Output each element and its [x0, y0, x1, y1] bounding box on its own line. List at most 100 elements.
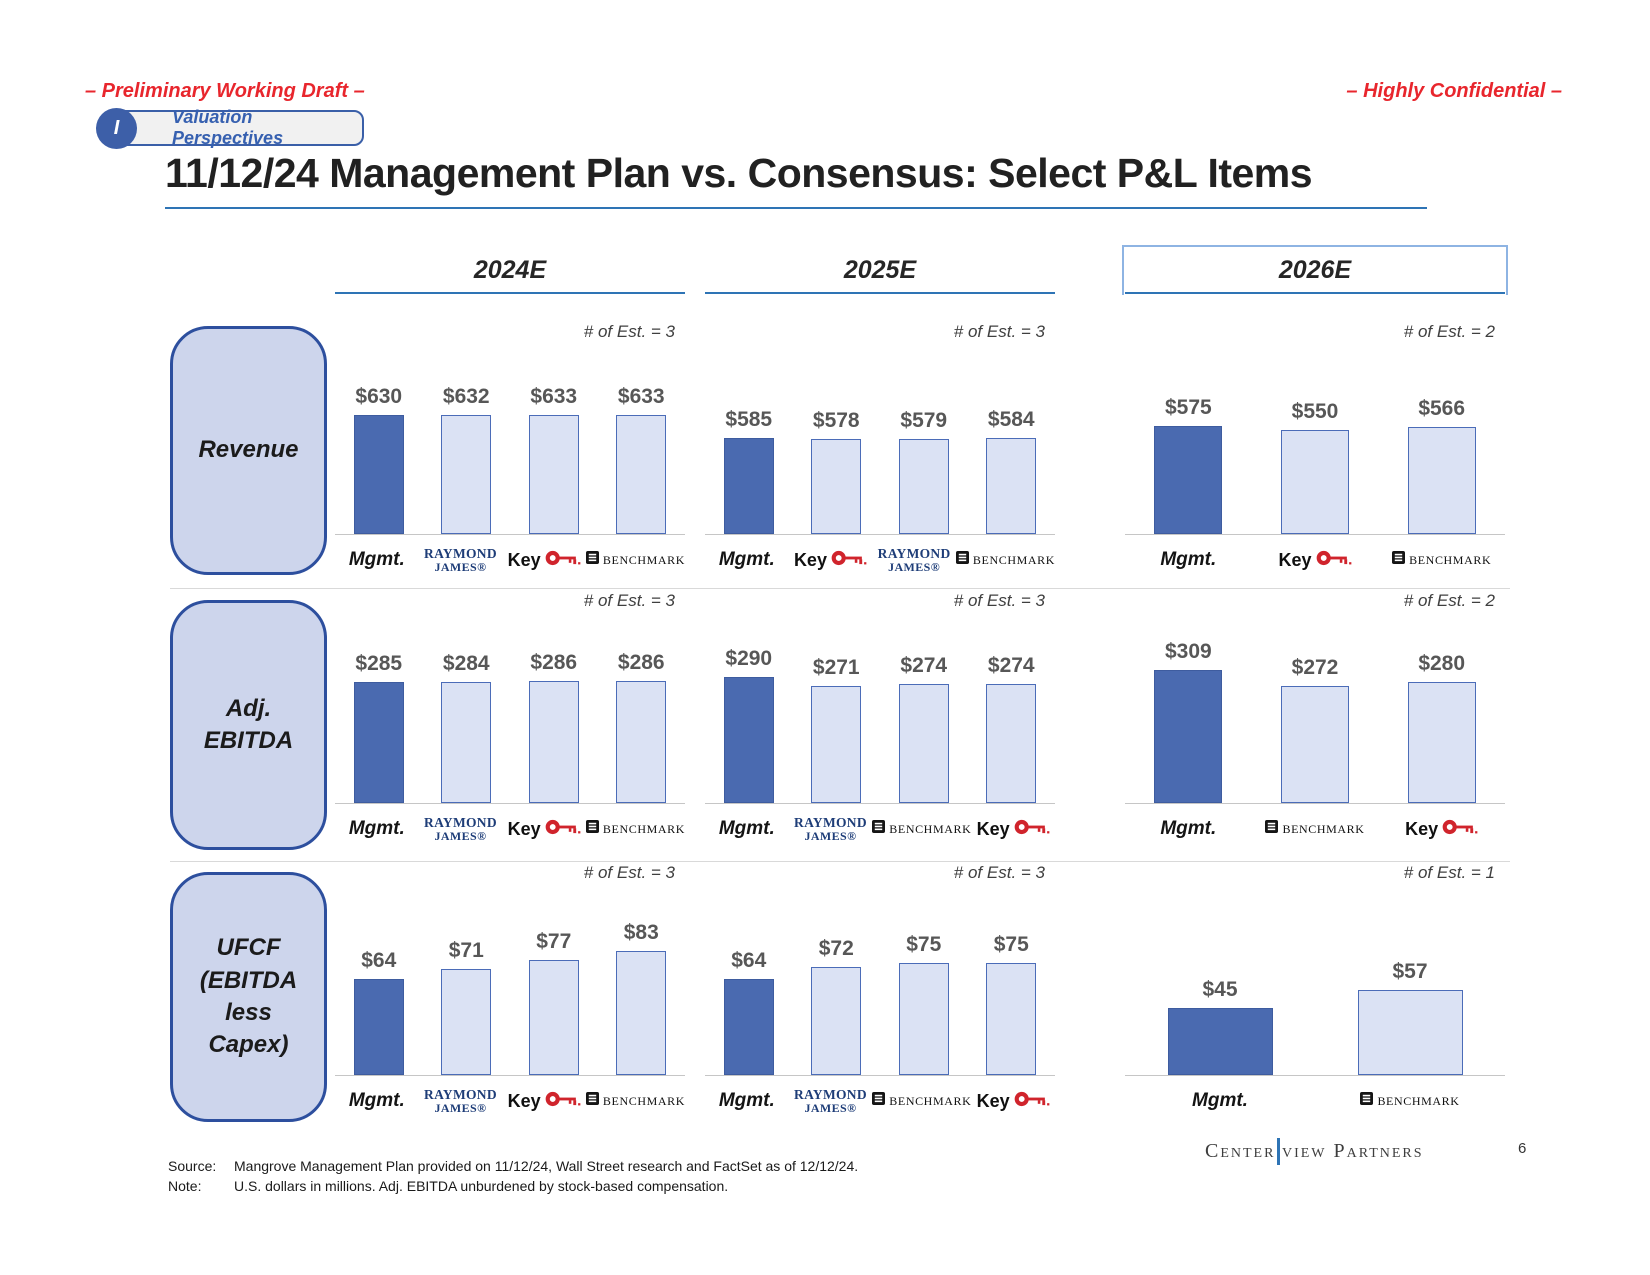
- chart-ufcf-2026e: # of Est. = 1 $45 $57 Mgmt. BENCHMARK: [1125, 863, 1505, 1122]
- bar-value-label: $64: [361, 949, 397, 972]
- bar-plot: $285 $284 $286 $286: [335, 613, 685, 804]
- bar-slot: $274: [968, 613, 1056, 803]
- bar-value-label: $550: [1291, 400, 1339, 423]
- row-divider: [170, 588, 1510, 589]
- chart-ufcf-2025e: # of Est. = 3 $64 $72 $75 $75 Mgmt. RAYMOND JAM…: [705, 863, 1055, 1122]
- bar-group: $280: [1407, 652, 1476, 803]
- benchmark-icon: [1265, 820, 1279, 838]
- bar-group: $633: [616, 385, 667, 534]
- bar-slot: $286: [598, 613, 686, 803]
- estimate-count-note: # of Est. = 2: [1403, 591, 1495, 610]
- bar-value-label: $286: [530, 651, 578, 674]
- mgmt-label: Mgmt.: [718, 1090, 775, 1111]
- section-badge-label: Valuation Perspectives: [172, 107, 284, 148]
- bar-group: $575: [1154, 396, 1223, 534]
- benchmark-icon: [955, 551, 969, 569]
- chart-ebitda-2024e: # of Est. = 3 $285 $284 $286 $286 Mgmt. RAYMON…: [335, 591, 685, 850]
- logo-slot: RAYMOND JAMES®: [419, 1088, 503, 1115]
- logo-slot: Mgmt.: [335, 1090, 419, 1112]
- bar-group: $566: [1407, 397, 1476, 534]
- bar-consensus: [616, 951, 667, 1075]
- bar-value-label: $566: [1418, 397, 1466, 420]
- source-label: Source:: [168, 1158, 217, 1174]
- bar-slot: $633: [510, 344, 598, 534]
- bar-plot: $630 $632 $633 $633: [335, 344, 685, 535]
- bar-slot: $274: [880, 613, 968, 803]
- source-logos-row: Mgmt. Key RAYMOND JAMES® BENCHMARK: [705, 539, 1055, 581]
- column-header-2024e: 2024E: [335, 248, 685, 294]
- bar-consensus: [528, 681, 579, 803]
- section-badge: Valuation Perspectives I: [96, 107, 368, 149]
- bar-consensus: [898, 439, 949, 534]
- metric-label-ufcf: UFCF (EBITDA less Capex): [170, 872, 327, 1122]
- mgmt-label: Mgmt.: [348, 549, 405, 570]
- bar-group: $550: [1281, 400, 1349, 534]
- logo-slot: Mgmt.: [1125, 1090, 1315, 1112]
- bar-slot: $284: [423, 613, 511, 803]
- keybanc-logo: Key: [508, 1091, 581, 1112]
- keybanc-logo: Key: [508, 550, 581, 571]
- bar-slot: $575: [1125, 344, 1252, 534]
- bar-group: $290: [723, 647, 774, 803]
- keybanc-logo: Key: [508, 819, 581, 840]
- bar-plot: $585 $578 $579 $584: [705, 344, 1055, 535]
- bar-slot: $285: [335, 613, 423, 803]
- bar-consensus: [441, 415, 492, 534]
- bar-group: $75: [986, 933, 1037, 1075]
- metric-label-revenue: Revenue: [170, 326, 327, 575]
- chart-revenue-2024e: # of Est. = 3 $630 $632 $633 $633 Mgmt. RAYMON…: [335, 322, 685, 581]
- logo-slot: Key: [1378, 819, 1505, 840]
- estimate-count-note: # of Est. = 3: [583, 863, 675, 882]
- bar-mgmt: [1154, 670, 1223, 803]
- metric-label-adj-ebitda: Adj. EBITDA: [170, 600, 327, 850]
- mgmt-label: Mgmt.: [718, 818, 775, 839]
- bar-value-label: $274: [900, 654, 948, 677]
- row-divider: [170, 861, 1510, 862]
- logo-slot: BENCHMARK: [1252, 820, 1379, 838]
- raymond-james-logo: RAYMOND JAMES®: [424, 814, 497, 844]
- mgmt-label: Mgmt.: [718, 549, 775, 570]
- bar-consensus: [1357, 990, 1463, 1075]
- estimate-count-note: # of Est. = 2: [1403, 322, 1495, 341]
- bar-group: $578: [811, 409, 862, 534]
- logo-slot: Key: [1252, 550, 1379, 571]
- bar-value-label: $585: [725, 408, 773, 431]
- source-logos-row: Mgmt. RAYMOND JAMES® Key BENCHMARK: [335, 1080, 685, 1122]
- mgmt-label: Mgmt.: [1160, 549, 1217, 570]
- chart-ebitda-2026e: # of Est. = 2 $309 $272 $280 Mgmt. BENCHMARK K…: [1125, 591, 1505, 850]
- bar-group: $584: [986, 408, 1037, 534]
- mgmt-label: Mgmt.: [1160, 818, 1217, 839]
- source-logos-row: Mgmt. BENCHMARK Key: [1125, 808, 1505, 850]
- bar-slot: $72: [793, 885, 881, 1075]
- logo-slot: Key: [789, 550, 873, 571]
- bar-value-label: $285: [355, 652, 403, 675]
- logo-slot: Key: [971, 1091, 1055, 1112]
- bar-consensus: [811, 967, 862, 1075]
- bar-slot: $83: [598, 885, 686, 1075]
- chart-revenue-2025e: # of Est. = 3 $585 $578 $579 $584 Mgmt. Key RAY…: [705, 322, 1055, 581]
- bar-group: $271: [811, 656, 862, 803]
- benchmark-logo: BENCHMARK: [1360, 1092, 1459, 1110]
- bar-value-label: $584: [987, 408, 1035, 431]
- logo-slot: BENCHMARK: [1378, 551, 1505, 569]
- bar-consensus: [616, 415, 667, 534]
- bar-slot: $64: [335, 885, 423, 1075]
- bar-group: $83: [616, 921, 667, 1075]
- column-header-2025e: 2025E: [705, 248, 1055, 294]
- logo-slot: BENCHMARK: [585, 1092, 685, 1110]
- bar-group: $71: [441, 939, 492, 1075]
- key-icon: [545, 550, 581, 571]
- bar-consensus: [528, 415, 579, 534]
- key-icon: [1442, 819, 1478, 840]
- benchmark-logo: BENCHMARK: [585, 1092, 685, 1110]
- bar-mgmt: [723, 979, 774, 1075]
- bar-plot: $45 $57: [1125, 885, 1505, 1076]
- benchmark-icon: [585, 820, 599, 838]
- bar-group: $309: [1154, 640, 1223, 803]
- logo-slot: Key: [971, 819, 1055, 840]
- key-icon: [1014, 819, 1050, 840]
- bar-group: $286: [616, 651, 667, 803]
- note-label: Note:: [168, 1178, 202, 1194]
- benchmark-icon: [1392, 551, 1406, 569]
- source-logos-row: Mgmt. Key BENCHMARK: [1125, 539, 1505, 581]
